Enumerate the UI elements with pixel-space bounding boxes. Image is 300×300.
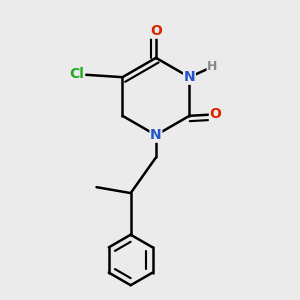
- Text: O: O: [150, 24, 162, 38]
- Text: H: H: [207, 60, 218, 73]
- Text: N: N: [184, 70, 195, 84]
- Text: N: N: [150, 128, 162, 142]
- Text: O: O: [209, 107, 221, 121]
- Text: Cl: Cl: [70, 67, 85, 81]
